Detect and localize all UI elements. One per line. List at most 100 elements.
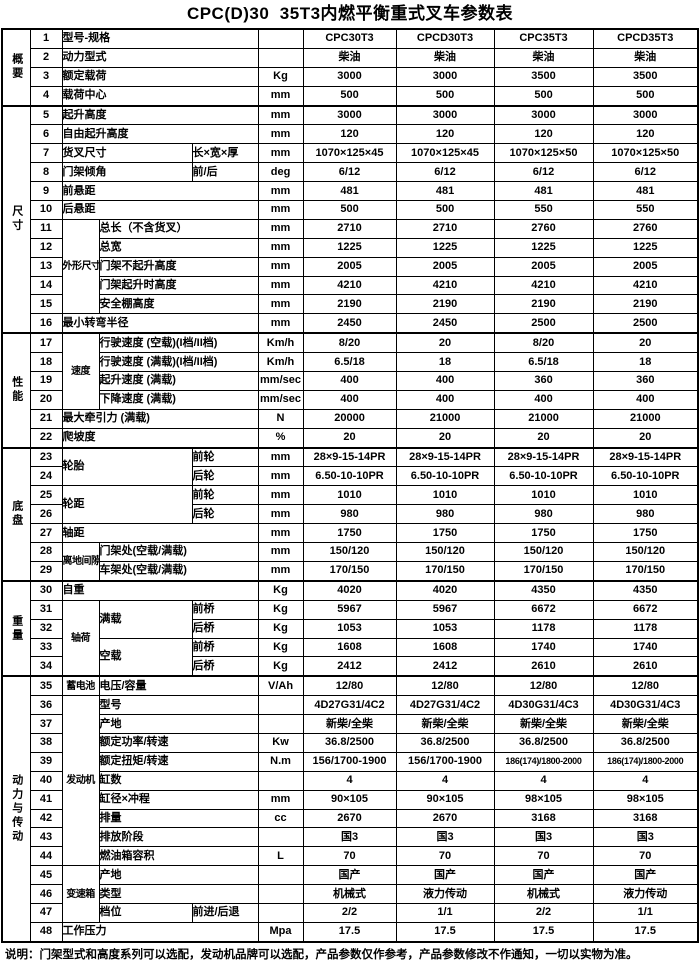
unit-cell: mm/sec [257,371,304,391]
row-number: 32 [29,618,63,639]
value-cell: 481 [302,181,397,202]
param-name: 载荷中心 [61,85,259,107]
param-name: 门架处(空载/满载) [98,542,259,562]
value-cell: 5967 [302,599,397,620]
row-number: 28 [29,542,63,562]
table-row: 12 总宽 mm 1225 1225 1225 1225 [2,237,699,258]
value-cell: 18 [592,352,699,373]
value-cell: 4350 [493,579,594,601]
param-name: 自重 [61,579,259,601]
unit-cell: V/Ah [257,675,304,697]
value-cell: 国3 [592,827,699,848]
value-cell: 90×105 [302,789,397,810]
param-name: 前悬距 [61,181,259,202]
row-number: 18 [29,352,63,373]
value-cell: 柴油 [395,47,495,68]
row-number: 19 [29,371,63,391]
value-cell: 1178 [493,618,594,639]
value-cell: 1608 [395,637,495,658]
param-name: 蓄电池 [61,675,100,697]
row-number: 48 [29,921,63,943]
unit-cell [257,770,304,791]
param-name: 前进/后退 [191,902,259,923]
value-cell: 400 [302,371,397,391]
param-name: 外形尺寸 [61,218,100,315]
param-name: 安全棚高度 [98,294,259,315]
section-label: 动力与传动 [1,675,31,943]
value-cell: 17.5 [302,921,397,943]
table-row: 6 自由起升高度 mm 120 120 120 120 [2,124,699,145]
value-cell: 4 [302,770,397,791]
value-cell: 20 [592,332,699,354]
param-name: 车架处(空载/满载) [98,560,259,582]
row-number: 6 [29,124,63,145]
value-cell: 4020 [302,579,397,601]
table-row: 32 后桥 Kg 1053 1053 1178 1178 [2,618,699,639]
value-cell: 2412 [395,656,495,677]
value-cell: 90×105 [395,789,495,810]
value-cell: 4D27G31/4C2 [302,695,397,716]
value-cell: 4020 [395,579,495,601]
row-number: 16 [29,313,63,334]
value-cell: 2670 [395,808,495,829]
unit-cell: mm [257,294,304,315]
unit-cell: mm/sec [257,389,304,410]
value-cell: 360 [592,371,699,391]
value-cell: 2710 [395,218,495,239]
unit-cell [257,695,304,716]
row-number: 24 [29,466,63,487]
value-cell: 1070×125×50 [592,143,699,164]
value-cell: 6.50-10-10PR [493,466,594,487]
param-name: 产地 [98,714,259,734]
value-cell: 1608 [302,637,397,658]
table-row: 性能 17 速度 行驶速度 (空载)(I档/II档) Km/h 8/20 20 8/20 20 [1,332,699,449]
value-cell: 柴油 [592,47,699,68]
row-number: 42 [29,808,63,829]
unit-cell: Kg [257,637,304,658]
table-row: 11 外形尺寸 总长（不含货叉） mm 2710 2710 2760 2760 [2,218,699,315]
value-cell: 980 [395,504,495,525]
row-number: 36 [29,695,63,716]
param-name: 缸径×冲程 [98,789,259,810]
table-row: 47 档位 前进/后退 2/2 1/1 2/2 1/1 [2,902,699,923]
table-row: 43 排放阶段 国3 国3 国3 国3 [2,827,699,848]
value-cell: 150/120 [395,542,495,562]
value-cell: 3000 [493,104,594,126]
value-cell: 150/120 [493,542,594,562]
value-cell: 1178 [592,618,699,639]
row-number: 29 [29,560,63,582]
unit-cell: Kg [257,579,304,601]
value-cell: 2005 [395,256,495,277]
param-name: 轮胎 [61,446,193,487]
value-cell: 400 [395,389,495,410]
table-row: 38 额定功率/转速 Kw 36.8/2500 36.8/2500 36.8/2500 36… [2,732,699,753]
value-cell: 1053 [302,618,397,639]
table-row: 37 产地 新柴/全柴 新柴/全柴 新柴/全柴 新柴/全柴 [2,714,699,734]
row-number: 31 [29,599,63,620]
table-row: 26 后轮 mm 980 980 980 980 [2,504,699,525]
row-number: 38 [29,732,63,753]
value-cell: 新柴/全柴 [493,714,594,734]
param-name: 额定功率/转速 [98,732,259,753]
value-cell: 500 [395,85,495,107]
value-cell: 2005 [592,256,699,277]
param-name: 爬坡度 [61,427,259,449]
unit-cell: mm [257,181,304,202]
unit-cell [257,865,304,886]
section-label: 底盘 [1,446,31,582]
unit-cell [257,902,304,923]
value-cell: 70 [395,846,495,867]
value-cell: 1225 [592,237,699,258]
value-cell: 1750 [493,523,594,544]
value-cell: 2190 [395,294,495,315]
table-row: 7 货叉尺寸 长×宽×厚 mm 1070×125×45 1070×125×45 1070×1… [2,143,699,164]
value-cell: 1750 [592,523,699,544]
value-cell: 550 [493,200,594,220]
value-cell: 6/12 [592,162,699,183]
param-name: 轴荷 [61,599,100,677]
value-cell: 70 [592,846,699,867]
spec-table: 概要 1 型号-规格 CPC30T3 CPCD30T3 CPC35T3 CPCD35T3 2 动… [1,27,700,943]
value-cell: 4 [395,770,495,791]
table-row: 8 门架倾角 前/后 deg 6/12 6/12 6/12 6/12 [2,162,699,183]
